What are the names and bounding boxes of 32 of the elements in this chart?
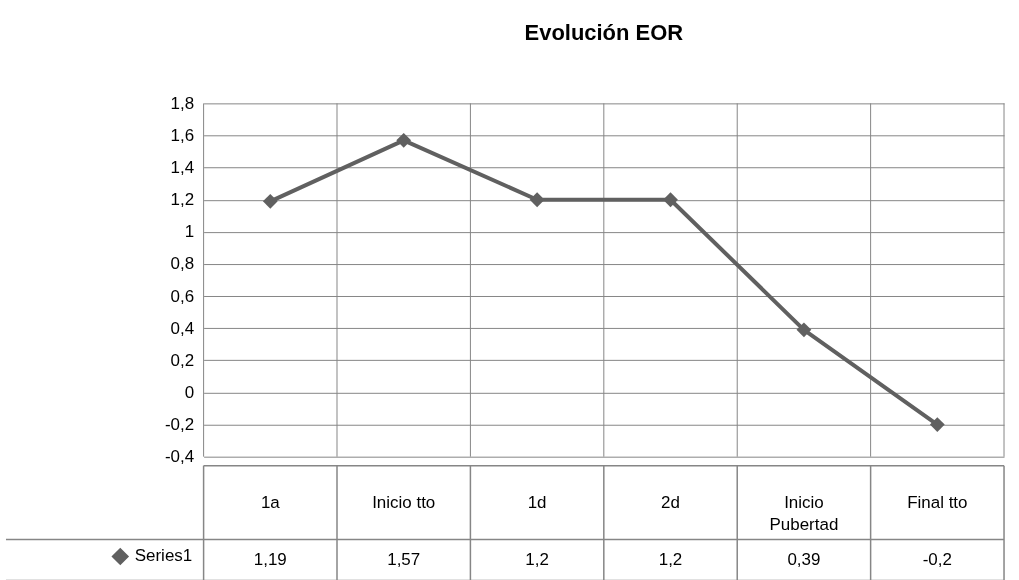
data-label: 1,57 xyxy=(387,549,421,569)
legend-label: Series1 xyxy=(134,546,193,566)
y-tick-label: 0,6 xyxy=(170,286,195,306)
x-tick-label: Final tto xyxy=(907,492,968,512)
y-tick-label: -0,4 xyxy=(164,447,195,467)
y-tick-label: 0,2 xyxy=(170,350,195,370)
data-label: 1,2 xyxy=(658,549,683,569)
y-tick-label: 0,4 xyxy=(170,318,195,338)
chart-title: Evolución EOR xyxy=(524,20,684,46)
data-label: -0,2 xyxy=(922,549,952,569)
data-label: 0,39 xyxy=(787,549,821,569)
x-tick-label: 2d xyxy=(661,492,680,512)
y-tick-label: 1 xyxy=(184,222,195,242)
point xyxy=(262,193,278,209)
point xyxy=(929,417,945,432)
y-tick-label: 0 xyxy=(184,382,195,402)
y-tick-label: -0,2 xyxy=(164,415,195,435)
point xyxy=(796,322,812,338)
y-tick-label: 1,6 xyxy=(170,125,195,145)
y-tick-label: 1,8 xyxy=(170,93,195,113)
x-tick-label: 1d xyxy=(527,492,547,512)
y-tick-label: 0,8 xyxy=(170,254,195,274)
point xyxy=(396,132,412,148)
y-tick-label: 1,4 xyxy=(170,158,195,178)
y-tick-label: 1,2 xyxy=(170,190,195,210)
data-label: 1,2 xyxy=(525,549,549,569)
point xyxy=(529,192,545,208)
x-tick-label: 1a xyxy=(260,492,281,512)
point xyxy=(663,192,678,208)
x-tick-label: Inicio Pubertad xyxy=(769,492,839,534)
x-tick-label: Inicio tto xyxy=(372,492,436,512)
data-label: 1,19 xyxy=(253,549,287,569)
